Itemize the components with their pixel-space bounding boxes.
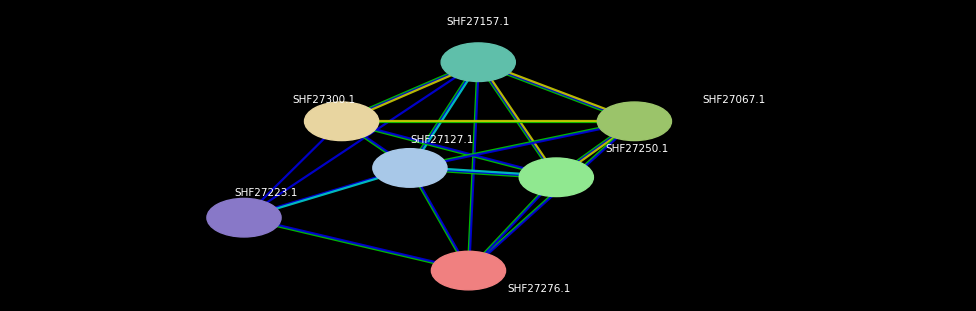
Ellipse shape [207, 198, 281, 237]
Text: SHF27157.1: SHF27157.1 [447, 17, 509, 27]
Ellipse shape [431, 251, 506, 290]
Text: SHF27127.1: SHF27127.1 [410, 135, 473, 145]
Text: SHF27276.1: SHF27276.1 [508, 284, 571, 294]
Ellipse shape [373, 149, 447, 187]
Text: SHF27250.1: SHF27250.1 [605, 144, 669, 154]
Ellipse shape [441, 43, 515, 81]
Ellipse shape [305, 102, 379, 141]
Text: SHF27223.1: SHF27223.1 [234, 188, 298, 198]
Text: SHF27067.1: SHF27067.1 [703, 95, 766, 104]
Text: SHF27300.1: SHF27300.1 [293, 95, 356, 104]
Ellipse shape [597, 102, 671, 141]
Ellipse shape [519, 158, 593, 197]
